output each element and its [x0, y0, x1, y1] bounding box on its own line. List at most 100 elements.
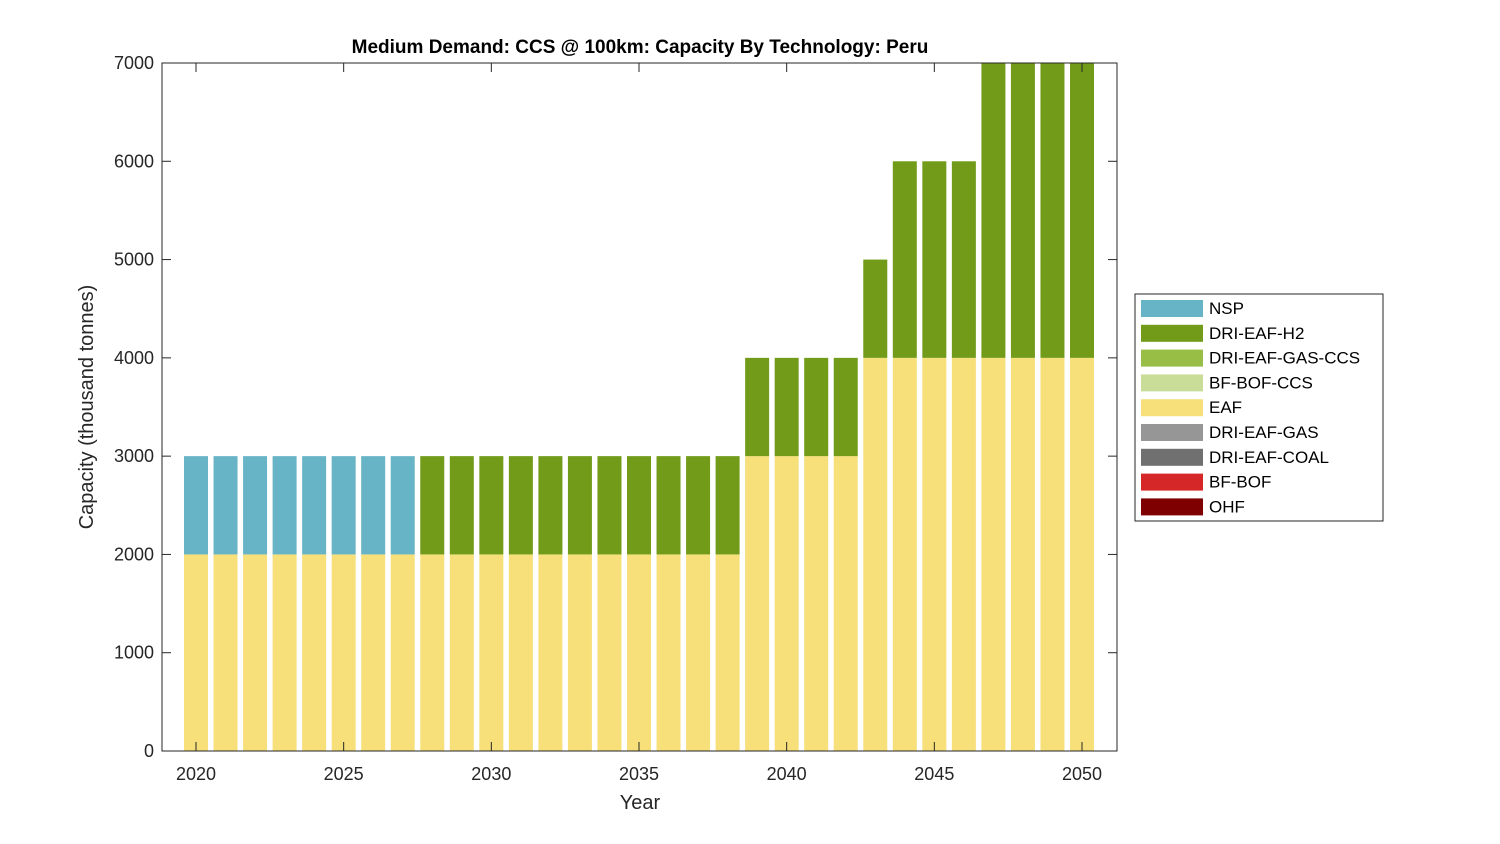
bar-eaf-2026: [361, 554, 386, 751]
y-tick-label: 0: [144, 741, 154, 761]
x-tick-label: 2035: [619, 764, 659, 784]
bar-dri-eaf-h2-2029: [449, 456, 474, 555]
bar-dri-eaf-h2-2046: [951, 161, 976, 358]
bar-eaf-2047: [981, 357, 1006, 751]
legend: NSP DRI-EAF-H2 DRI-EAF-GAS-CCS BF-BOF-CCS EA…: [1134, 293, 1384, 522]
bar-eaf-2045: [922, 357, 947, 751]
y-tick-label: 7000: [114, 53, 154, 73]
legend-swatch-dri-eaf-coal: [1141, 448, 1203, 466]
bar-eaf-2036: [656, 554, 681, 751]
bar-nsp-2022: [243, 456, 268, 555]
x-axis-label: Year: [620, 792, 661, 814]
legend-swatch-dri-eaf-h2: [1141, 324, 1203, 342]
bar-dri-eaf-h2-2033: [567, 456, 592, 555]
bar-eaf-2028: [420, 554, 445, 751]
bar-eaf-2035: [627, 554, 651, 751]
x-tick-label: 2025: [324, 764, 364, 784]
bar-nsp-2026: [361, 456, 386, 555]
bar-nsp-2021: [213, 456, 238, 555]
bar-dri-eaf-h2-2042: [833, 357, 858, 457]
bar-dri-eaf-h2-2041: [804, 357, 829, 457]
bar-nsp-2025: [331, 456, 356, 555]
y-tick-label: 6000: [114, 151, 154, 171]
bar-dri-eaf-h2-2028: [420, 456, 445, 555]
y-tick-label: 4000: [114, 348, 154, 368]
bar-nsp-2024: [302, 456, 327, 555]
bars-group: [184, 63, 1094, 751]
y-tick-label: 1000: [114, 643, 154, 663]
bar-eaf-2038: [715, 554, 740, 751]
legend-swatch-ohf: [1141, 498, 1203, 516]
bar-dri-eaf-h2-2040: [774, 357, 799, 457]
legend-swatch-dri-eaf-gas: [1141, 424, 1203, 441]
y-tick-label: 5000: [114, 250, 154, 270]
y-tick-label: 2000: [114, 544, 154, 564]
y-axis: 0 1000 2000 3000 4000 5000 6000 7000: [114, 53, 1117, 761]
bar-dri-eaf-h2-2032: [538, 456, 563, 555]
bar-eaf-2024: [302, 554, 327, 751]
x-axis: 2020 2025 2030 2035 2040 2045 2050: [176, 63, 1102, 784]
legend-swatch-dri-eaf-gas-ccs: [1141, 349, 1203, 367]
bar-nsp-2027: [390, 456, 415, 555]
bar-dri-eaf-h2-2036: [656, 456, 681, 555]
legend-label-dri-eaf-gas: DRI-EAF-GAS: [1209, 423, 1319, 442]
x-tick-label: 2030: [471, 764, 511, 784]
legend-label-bf-bof: BF-BOF: [1209, 473, 1271, 492]
bar-eaf-2039: [745, 456, 770, 751]
bar-dri-eaf-h2-2045: [922, 161, 947, 358]
bar-dri-eaf-h2-2047: [981, 63, 1006, 358]
legend-label-dri-eaf-h2: DRI-EAF-H2: [1209, 324, 1304, 343]
x-tick-label: 2045: [914, 764, 954, 784]
bar-dri-eaf-h2-2037: [686, 456, 711, 555]
bar-dri-eaf-h2-2050: [1070, 63, 1094, 358]
legend-swatch-bf-bof-ccs: [1141, 374, 1203, 392]
y-tick-label: 3000: [114, 446, 154, 466]
bar-dri-eaf-h2-2030: [479, 456, 504, 555]
bar-eaf-2050: [1070, 357, 1094, 751]
bar-eaf-2043: [863, 357, 888, 751]
legend-label-eaf: EAF: [1209, 398, 1242, 417]
legend-swatch-eaf: [1141, 399, 1203, 417]
legend-label-nsp: NSP: [1209, 299, 1244, 318]
bar-eaf-2041: [804, 456, 829, 751]
bar-eaf-2023: [272, 554, 297, 751]
bar-dri-eaf-h2-2044: [892, 161, 917, 358]
bar-dri-eaf-h2-2043: [863, 259, 888, 358]
bar-dri-eaf-h2-2035: [627, 456, 651, 555]
bar-dri-eaf-h2-2048: [1010, 63, 1035, 358]
legend-swatch-bf-bof: [1141, 473, 1203, 491]
legend-label-bf-bof-ccs: BF-BOF-CCS: [1209, 373, 1313, 392]
bar-nsp-2023: [272, 456, 297, 555]
bar-eaf-2044: [892, 357, 917, 751]
bar-dri-eaf-h2-2039: [745, 357, 770, 457]
bar-eaf-2025: [331, 554, 356, 751]
bar-eaf-2049: [1040, 357, 1065, 751]
bar-eaf-2034: [597, 554, 622, 751]
y-axis-label: Capacity (thousand tonnes): [76, 285, 98, 530]
bar-dri-eaf-h2-2034: [597, 456, 622, 555]
bar-dri-eaf-h2-2031: [508, 456, 533, 555]
bar-eaf-2030: [479, 554, 504, 751]
x-tick-label: 2040: [767, 764, 807, 784]
bar-eaf-2027: [390, 554, 415, 751]
bar-eaf-2042: [833, 456, 858, 751]
bar-dri-eaf-h2-2038: [715, 456, 740, 555]
bar-eaf-2021: [213, 554, 238, 751]
bar-eaf-2046: [951, 357, 976, 751]
legend-label-dri-eaf-gas-ccs: DRI-EAF-GAS-CCS: [1209, 349, 1360, 368]
bar-eaf-2022: [243, 554, 268, 751]
bar-dri-eaf-h2-2049: [1040, 63, 1065, 358]
bar-nsp-2020: [184, 456, 208, 555]
bar-eaf-2032: [538, 554, 563, 751]
bar-eaf-2020: [184, 554, 208, 751]
bar-eaf-2040: [774, 456, 799, 751]
bar-eaf-2048: [1010, 357, 1035, 751]
bar-eaf-2031: [508, 554, 533, 751]
x-tick-label: 2020: [176, 764, 216, 784]
legend-swatch-nsp: [1141, 300, 1203, 317]
bar-eaf-2037: [686, 554, 711, 751]
legend-label-dri-eaf-coal: DRI-EAF-COAL: [1209, 448, 1329, 467]
legend-label-ohf: OHF: [1209, 497, 1245, 516]
bar-eaf-2033: [567, 554, 592, 751]
